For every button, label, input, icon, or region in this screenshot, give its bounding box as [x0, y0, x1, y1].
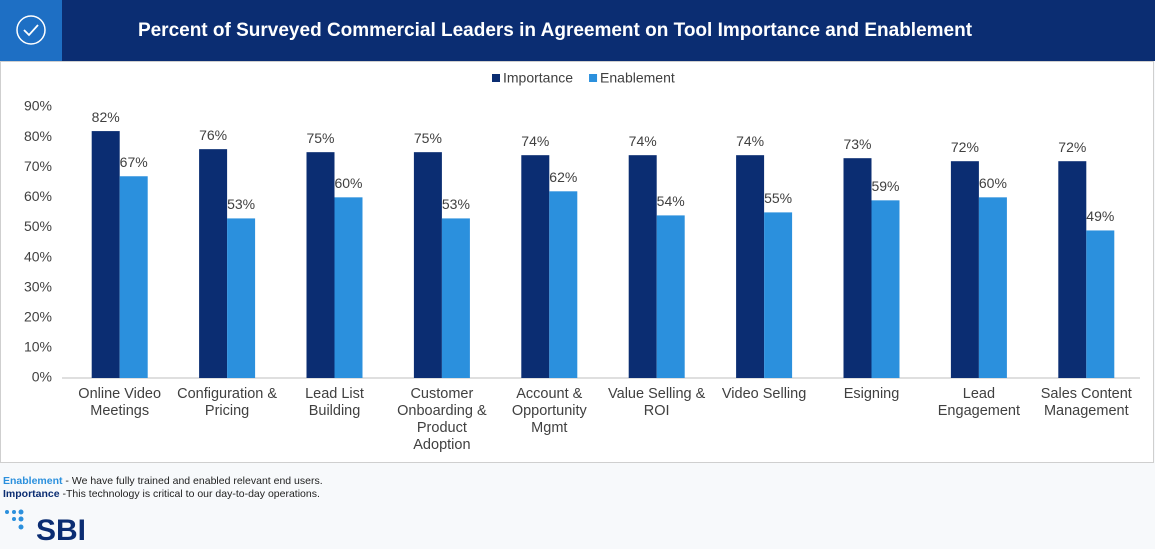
footnote-term: Enablement	[3, 475, 63, 487]
bar	[1086, 230, 1115, 378]
value-label: 72%	[951, 139, 979, 155]
value-label: 75%	[306, 130, 334, 146]
x-tick-label: Sales Content Management	[1040, 386, 1132, 419]
value-label: 62%	[549, 169, 577, 185]
bar	[736, 155, 765, 378]
value-label: 49%	[1086, 208, 1114, 224]
footnotes: Enablement - We have fully trained and e…	[3, 475, 323, 501]
bar	[91, 131, 120, 378]
y-tick-label: 30%	[24, 278, 52, 294]
bar	[334, 197, 363, 378]
check-circle	[16, 15, 46, 45]
y-tick-label: 50%	[24, 218, 52, 234]
x-tick-label: Video Selling	[721, 386, 807, 402]
bar	[227, 218, 256, 378]
chart-title: Percent of Surveyed Commercial Leaders i…	[138, 20, 973, 41]
x-tick-label: Online Video Meetings	[78, 386, 162, 419]
bar	[1058, 161, 1087, 378]
bar	[306, 152, 335, 378]
value-label: 59%	[871, 178, 899, 194]
bar	[441, 218, 470, 378]
footnote-text: -This technology is critical to our day-…	[59, 488, 320, 500]
x-tick-label: Customer Onboarding & Product Adoption	[397, 386, 487, 453]
bar	[628, 155, 657, 378]
legend-swatch	[492, 74, 500, 82]
legend-label: Importance	[503, 70, 573, 86]
bar	[199, 149, 228, 378]
y-tick-label: 80%	[24, 128, 52, 144]
value-label: 67%	[120, 154, 148, 170]
value-label: 74%	[629, 133, 657, 149]
footnote: Enablement - We have fully trained and e…	[3, 475, 323, 488]
value-label: 76%	[199, 127, 227, 143]
footnote-term: Importance	[3, 488, 60, 500]
value-label: 53%	[227, 196, 255, 212]
footnote-text: - We have fully trained and enabled rele…	[62, 475, 323, 487]
value-label: 60%	[979, 175, 1007, 191]
value-label: 73%	[843, 136, 871, 152]
value-label: 75%	[414, 130, 442, 146]
value-label: 82%	[92, 109, 120, 125]
y-tick-label: 40%	[24, 248, 52, 264]
header-bar	[0, 0, 1155, 61]
logo: SBI	[36, 514, 86, 547]
logo-dots	[5, 509, 24, 530]
bar	[843, 158, 872, 378]
y-tick-label: 10%	[24, 339, 52, 355]
bar	[549, 191, 578, 378]
y-tick-label: 70%	[24, 158, 52, 174]
bar	[119, 176, 148, 378]
check-mark	[23, 24, 39, 37]
bar	[950, 161, 979, 378]
bar	[413, 152, 442, 378]
y-tick-label: 90%	[24, 98, 52, 114]
bar	[521, 155, 550, 378]
icon-box	[0, 0, 62, 61]
legend-swatch	[589, 74, 598, 82]
footnote: Importance -This technology is critical …	[3, 488, 323, 501]
value-label: 55%	[764, 190, 792, 206]
x-tick-label: Esigning	[843, 386, 900, 402]
y-tick-label: 60%	[24, 188, 52, 204]
bar	[656, 215, 685, 378]
bar	[871, 200, 900, 378]
x-tick-label: Value Selling & ROI	[608, 386, 706, 419]
value-label: 54%	[657, 193, 685, 209]
x-tick-label: Configuration & Pricing	[177, 386, 278, 419]
legend-label: Enablement	[600, 70, 675, 86]
y-tick-label: 0%	[32, 369, 52, 385]
x-tick-label: Lead Engagement	[937, 386, 1020, 419]
y-tick-label: 20%	[24, 308, 52, 324]
bar	[978, 197, 1007, 378]
value-label: 72%	[1058, 139, 1086, 155]
x-tick-label: Account & Opportunity Mgmt	[511, 386, 587, 436]
value-label: 60%	[334, 175, 362, 191]
x-tick-label: Lead List Building	[305, 386, 364, 419]
value-label: 74%	[521, 133, 549, 149]
value-label: 53%	[442, 196, 470, 212]
value-label: 74%	[736, 133, 764, 149]
bar	[764, 212, 793, 378]
